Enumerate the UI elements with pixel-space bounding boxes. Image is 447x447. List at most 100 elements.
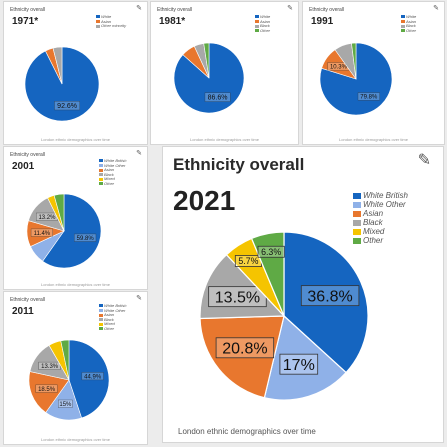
legend-label: Other bbox=[406, 27, 417, 33]
legend-swatch bbox=[99, 318, 103, 322]
data-label-box bbox=[279, 353, 319, 375]
chart-card-1971[interactable]: Ethnicity overall ✎ 1971* White Asian Othe… bbox=[3, 1, 148, 145]
data-label-box bbox=[54, 101, 80, 111]
legend-item-other: Other bbox=[99, 181, 126, 187]
data-label-text: 79.8% bbox=[360, 95, 378, 101]
legend-label: Other bbox=[363, 236, 384, 245]
chart-year-label: 1991 bbox=[311, 16, 334, 27]
legend-swatch bbox=[255, 24, 259, 28]
data-label-box bbox=[257, 245, 285, 258]
chart-caption: London ethnic demographics over time bbox=[178, 427, 316, 436]
legend-item-mixed: Mixed bbox=[99, 177, 126, 182]
legend-swatch bbox=[99, 164, 103, 168]
legend-swatch bbox=[401, 15, 405, 19]
data-label-text: 13.3% bbox=[41, 364, 59, 370]
chart-legend: White British White Other Asian Black Mixed O… bbox=[99, 158, 126, 187]
data-label-box bbox=[38, 361, 61, 370]
legend-label: White British bbox=[104, 303, 127, 308]
legend-label: Mixed bbox=[363, 227, 385, 236]
chart-card-2011[interactable]: Ethnicity overall ✎ 2011 White British Wh… bbox=[3, 291, 148, 445]
pencil-icon[interactable]: ✎ bbox=[417, 152, 431, 169]
data-label-text: 92.6% bbox=[57, 103, 77, 110]
legend-item-white-british: White British bbox=[99, 158, 126, 164]
data-label-text: 10.3% bbox=[330, 65, 348, 71]
chart-card-2021[interactable]: Ethnicity overall ✎ 2021 White British Wh… bbox=[162, 146, 444, 443]
data-label: 59.8% bbox=[74, 233, 97, 242]
legend-label: Asian bbox=[260, 18, 271, 24]
data-label: 15% bbox=[58, 399, 73, 408]
legend-swatch bbox=[96, 20, 100, 24]
legend-item-black: Black bbox=[401, 23, 416, 29]
data-label-box bbox=[35, 384, 58, 393]
legend-label: Black bbox=[104, 316, 114, 322]
data-label: 20.8% bbox=[215, 337, 275, 359]
chart-card-1991[interactable]: Ethnicity overall ✎ 1991 White Asian Black… bbox=[302, 1, 445, 145]
chart-legend: White Asian Black Other bbox=[401, 14, 417, 34]
data-label-text: 6.3% bbox=[261, 247, 281, 257]
legend-item-other: Other bbox=[401, 27, 417, 34]
legend-swatch bbox=[353, 192, 361, 199]
legend-swatch bbox=[401, 24, 405, 28]
legend-swatch bbox=[353, 210, 361, 217]
data-label: 13.2% bbox=[36, 212, 58, 221]
card-title: Ethnicity overall bbox=[10, 152, 46, 158]
pie-chart: 79.8% 10.3% bbox=[319, 42, 393, 116]
pie-slice-asian bbox=[28, 371, 70, 413]
pencil-icon[interactable]: ✎ bbox=[136, 295, 142, 302]
legend-label: White British bbox=[363, 191, 408, 200]
chart-caption: London ethnic demographics over time bbox=[339, 137, 408, 142]
data-label: 6.3% bbox=[257, 245, 285, 258]
chart-legend: White British White Other Asian Black Mixed O… bbox=[353, 191, 408, 245]
legend-item-mixed: Mixed bbox=[99, 322, 126, 327]
legend-label: Black bbox=[260, 23, 270, 29]
legend-item-white: White bbox=[401, 14, 416, 20]
pie-chart: 36.8% 17% 20.8% 13.5% 5.7%6.3% bbox=[199, 231, 369, 401]
legend-label: Asian bbox=[363, 209, 384, 218]
legend-swatch bbox=[99, 327, 103, 331]
data-label: 5.7% bbox=[234, 255, 262, 267]
legend-item-other: Other bbox=[99, 326, 126, 332]
data-label-box bbox=[74, 233, 97, 242]
legend-item-black: Black bbox=[255, 23, 270, 29]
chart-card-1981[interactable]: Ethnicity overall ✎ 1981* White Asian Blac… bbox=[150, 1, 299, 145]
pencil-icon[interactable]: ✎ bbox=[287, 5, 293, 12]
legend-swatch bbox=[99, 159, 103, 163]
card-title: Ethnicity overall bbox=[173, 155, 305, 174]
legend-label: Black bbox=[104, 171, 114, 177]
data-label-text: 17% bbox=[283, 357, 315, 374]
chart-caption: London ethnic demographics over time bbox=[41, 437, 110, 442]
data-label-text: 11.4% bbox=[34, 231, 51, 237]
data-label-box bbox=[81, 372, 104, 381]
data-label: 13.5% bbox=[208, 286, 267, 308]
pie-slice-white-other bbox=[263, 314, 347, 401]
pencil-icon[interactable]: ✎ bbox=[433, 5, 439, 12]
data-label-text: 18.5% bbox=[38, 387, 56, 393]
chart-card-2001[interactable]: Ethnicity overall ✎ 2001 White British Wh… bbox=[3, 146, 148, 290]
pie-slice-other bbox=[60, 339, 70, 381]
legend-item-white-other: White Other bbox=[99, 163, 126, 169]
pie-slice-other-minority bbox=[52, 46, 63, 85]
legend-item-other-minority: Other minority bbox=[96, 23, 126, 29]
data-label: 18.5% bbox=[35, 384, 58, 393]
data-label-box bbox=[357, 92, 380, 101]
legend-swatch bbox=[99, 313, 103, 317]
legend-label: Asian bbox=[101, 18, 112, 24]
card-title: Ethnicity overall bbox=[10, 297, 46, 303]
legend-swatch bbox=[99, 322, 103, 326]
legend-item-black: Black bbox=[99, 316, 126, 323]
data-label: 17% bbox=[279, 353, 319, 375]
legend-item-white-other: White Other bbox=[353, 200, 408, 209]
data-label: 92.6% bbox=[54, 101, 80, 111]
legend-item-asian: Asian bbox=[96, 18, 126, 25]
data-label-text: 36.8% bbox=[307, 288, 352, 305]
pencil-icon[interactable]: ✎ bbox=[136, 5, 142, 12]
pie-chart: 44.9% 15% 18.5% 13.3% bbox=[28, 339, 110, 421]
pie-chart: 59.8% 11.4% 13.2% bbox=[26, 193, 102, 269]
pencil-icon[interactable]: ✎ bbox=[136, 150, 142, 157]
chart-caption: London ethnic demographics over time bbox=[41, 137, 110, 142]
legend-label: Asian bbox=[406, 18, 417, 24]
legend-label: Black bbox=[406, 23, 416, 29]
legend-label: Asian bbox=[104, 312, 115, 318]
legend-label: White bbox=[260, 14, 271, 19]
pie-slice-other bbox=[351, 42, 357, 80]
